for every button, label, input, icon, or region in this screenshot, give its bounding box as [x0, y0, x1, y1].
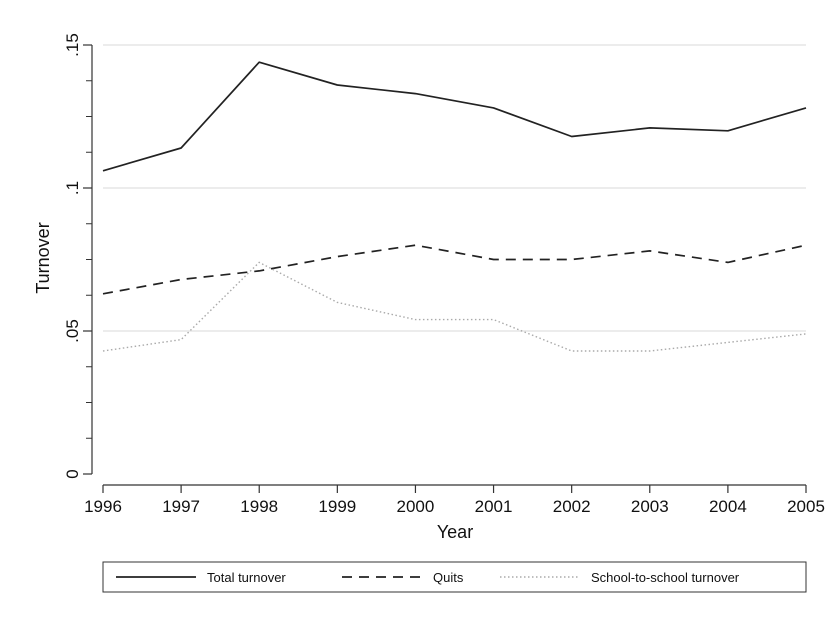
y-tick-label: .05	[63, 319, 82, 343]
y-tick-label: 0	[63, 469, 82, 478]
gridlines	[103, 45, 806, 331]
x-tick-label: 2001	[475, 497, 513, 516]
x-tick-label: 2003	[631, 497, 669, 516]
series-line-0	[103, 62, 806, 171]
x-tick-label: 2004	[709, 497, 747, 516]
y-tick-label: .15	[63, 33, 82, 57]
legend-label-1: Quits	[433, 570, 464, 585]
legend: Total turnover Quits School-to-school turn…	[103, 562, 806, 592]
x-tick-label: 2000	[397, 497, 435, 516]
x-tick-label: 1999	[318, 497, 356, 516]
legend-label-0: Total turnover	[207, 570, 286, 585]
x-tick-label: 2002	[553, 497, 591, 516]
y-tick-label: .1	[63, 181, 82, 195]
y-axis-title: Turnover	[33, 222, 53, 293]
x-tick-label: 2005	[787, 497, 825, 516]
legend-label-2: School-to-school turnover	[591, 570, 740, 585]
x-tick-label: 1997	[162, 497, 200, 516]
axes: 0 .05 .1 .15 1996 1997 1998 1999 2000 2001 2002 200…	[63, 33, 825, 516]
x-tick-label: 1996	[84, 497, 122, 516]
series-lines	[103, 62, 806, 351]
x-axis-title: Year	[437, 522, 473, 542]
series-line-1	[103, 245, 806, 294]
x-tick-label: 1998	[240, 497, 278, 516]
